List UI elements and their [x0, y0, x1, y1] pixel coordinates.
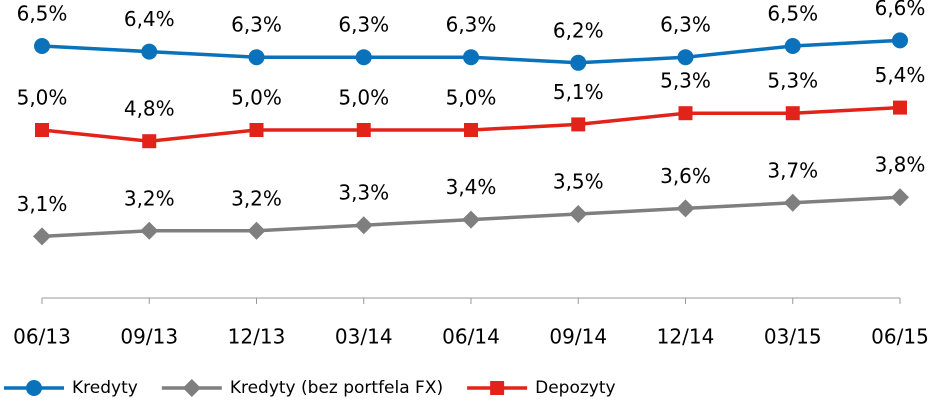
data-label: 5,4% [875, 63, 926, 87]
data-label: 5,1% [553, 80, 604, 104]
data-label: 3,3% [338, 181, 389, 205]
x-tick-label: 06/15 [871, 325, 929, 349]
data-label: 3,2% [231, 186, 282, 210]
data-label: 3,5% [553, 170, 604, 194]
data-point [677, 49, 694, 66]
data-point [678, 106, 693, 121]
data-point [35, 123, 49, 137]
data-point [570, 54, 587, 71]
data-point [571, 117, 586, 132]
x-tick-label: 06/13 [13, 325, 71, 349]
x-tick-label: 06/14 [442, 325, 500, 349]
data-label: 3,1% [17, 192, 68, 216]
data-point [892, 32, 908, 49]
x-tick-label: 03/14 [335, 325, 393, 349]
data-point [462, 210, 480, 229]
x-tick-label: 12/14 [657, 325, 715, 349]
legend-marker [490, 381, 505, 395]
legend-marker [182, 379, 201, 397]
data-point [140, 221, 159, 240]
data-point [891, 188, 909, 207]
data-point [783, 193, 802, 212]
x-tick-label: 09/14 [549, 325, 607, 349]
x-tick-label: 09/13 [120, 325, 178, 349]
data-point [785, 106, 800, 121]
data-point [676, 199, 695, 218]
data-point [784, 38, 801, 54]
legend-label: Kredyty (bez portfela FX) [230, 378, 443, 398]
data-point [34, 38, 50, 54]
data-label: 4,8% [124, 97, 175, 121]
legend-marker [26, 380, 42, 396]
data-label: 5,3% [767, 69, 818, 93]
x-tick-label: 12/13 [228, 325, 286, 349]
data-point [247, 221, 266, 240]
data-label: 6,3% [660, 13, 711, 37]
data-label: 6,5% [767, 2, 818, 26]
data-point [464, 123, 478, 137]
data-label: 6,3% [446, 13, 497, 37]
x-tick-label: 03/15 [764, 325, 822, 349]
data-label: 3,8% [875, 153, 926, 177]
data-point [463, 49, 479, 66]
data-point [248, 49, 265, 66]
data-label: 6,4% [124, 7, 175, 31]
data-label: 5,0% [338, 86, 389, 110]
legend-label: Depozyty [535, 378, 615, 398]
data-point [355, 49, 372, 66]
data-label: 5,0% [446, 86, 497, 110]
data-label: 6,3% [338, 13, 389, 37]
data-label: 6,2% [553, 18, 604, 42]
data-point [33, 227, 51, 246]
data-point [356, 123, 371, 137]
data-point [569, 205, 588, 223]
data-label: 3,4% [446, 175, 497, 199]
data-label: 3,6% [660, 164, 711, 188]
data-label: 5,0% [17, 86, 68, 110]
data-point [249, 123, 264, 137]
data-label: 6,6% [875, 0, 926, 20]
data-label: 3,2% [124, 186, 175, 210]
data-point [893, 100, 907, 115]
data-point [141, 43, 158, 60]
data-label: 5,0% [231, 86, 282, 110]
data-label: 6,3% [231, 13, 282, 37]
data-point [142, 134, 157, 149]
legend-label: Kredyty [72, 378, 138, 398]
data-label: 5,3% [660, 69, 711, 93]
data-label: 6,5% [17, 2, 68, 26]
data-label: 3,7% [767, 158, 818, 182]
data-point [354, 216, 373, 235]
